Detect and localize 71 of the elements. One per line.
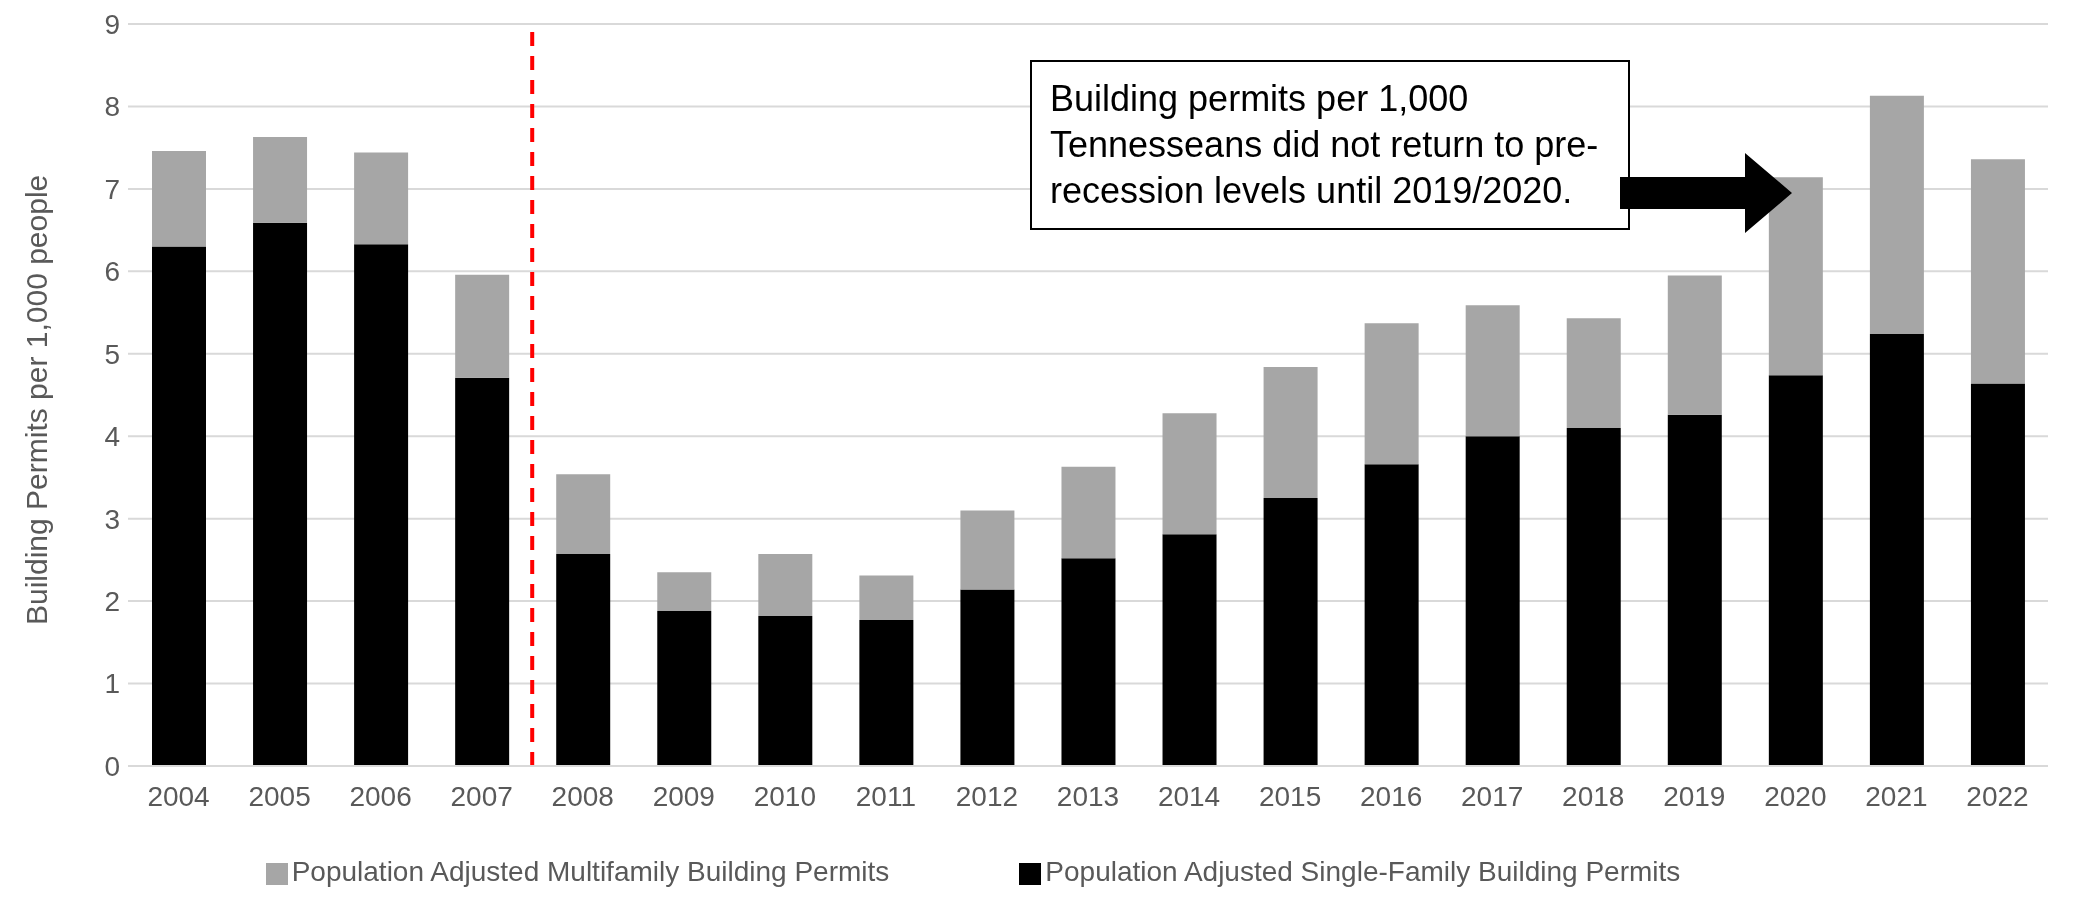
x-tick-label: 2015 [1258,780,1322,812]
bar [253,136,308,223]
x-tick-label: 2007 [450,780,513,812]
x-tick-label: 2011 [855,780,916,812]
bar [1869,95,1924,334]
x-tick-label: 2009 [652,780,715,812]
bar [455,377,510,766]
bar [354,152,409,245]
bar [1162,413,1217,535]
bar [1061,466,1116,559]
bar [1465,305,1520,437]
x-tick-label: 2019 [1663,780,1726,812]
bar [657,572,712,611]
bar [657,611,712,766]
x-tick-label: 2006 [349,780,412,812]
bar [1667,275,1722,415]
x-tick-label: 2020 [1764,780,1827,812]
bar [1364,464,1419,766]
y-tick-label: 0 [104,750,120,782]
bar [1566,427,1621,766]
x-tick-label: 2012 [955,780,1019,812]
bar [1667,414,1722,766]
bar [1465,436,1520,766]
x-tick-label: 2021 [1865,780,1928,812]
bar [960,589,1015,766]
y-tick-label: 7 [104,173,120,205]
bar [1970,383,2025,766]
x-tick-label: 2016 [1360,780,1423,812]
y-tick-label: 4 [104,421,120,453]
bar [960,510,1015,590]
x-tick-label: 2017 [1461,780,1524,812]
annotation: Building permits per 1,000 Tennesseans did not return to pre-recession levels until 2019/2020. [1030,60,1630,230]
bar [1263,498,1318,766]
bar [1566,318,1621,428]
y-tick-label: 9 [104,8,120,40]
y-axis-title: Building Permits per 1,000 people [19,174,53,625]
bar [1768,375,1823,766]
bar [152,246,206,766]
bar [253,222,308,766]
y-tick-label: 3 [104,503,120,535]
y-tick-label: 1 [104,668,120,700]
bar [1869,333,1924,766]
y-tick-label: 2 [104,586,120,618]
bar [859,575,914,621]
y-tick-label: 6 [104,256,120,288]
legend-label: Population Adjusted Multifamily Building Permits [291,856,890,887]
bar [758,554,813,616]
bar [1061,558,1116,766]
x-tick-label: 2022 [1966,780,2029,812]
x-tick-label: 2008 [551,780,614,812]
bar [1768,177,1823,376]
x-tick-label: 2018 [1562,780,1625,812]
x-tick-label: 2004 [147,780,210,812]
bar [152,150,206,247]
x-tick-label: 2013 [1056,780,1120,812]
x-tick-label: 2010 [753,780,816,812]
bar [556,474,611,555]
legend-label: Population Adjusted Single-Family Building Permits [1045,856,1681,887]
y-tick-label: 5 [104,338,120,370]
bar [354,244,409,766]
x-tick-label: 2005 [248,780,311,812]
y-tick-label: 8 [104,91,120,123]
bar [1970,159,2025,384]
bar [556,554,611,766]
bar [1263,366,1318,499]
bar [1162,534,1217,766]
x-tick-label: 2014 [1157,780,1221,812]
bar [859,620,914,766]
bar [1364,323,1419,465]
bar [758,615,813,766]
bar [455,274,510,378]
